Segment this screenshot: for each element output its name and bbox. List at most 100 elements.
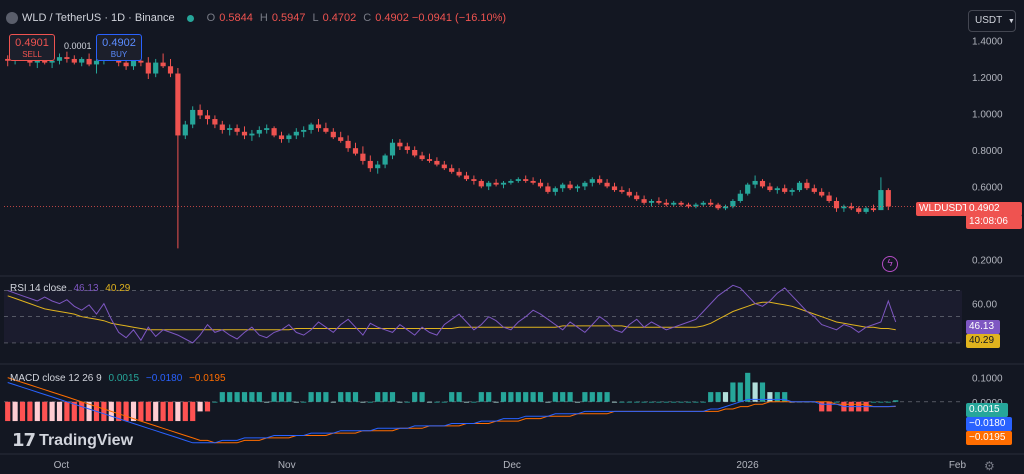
price-tick-label: 0.6000 [972, 182, 1003, 193]
rsi-legend[interactable]: RSI 14 close 46.13 40.29 [10, 283, 130, 294]
symbol-title[interactable]: WLD / TetherUS · 1D · Binance [22, 12, 175, 24]
candle-body [56, 57, 63, 61]
macd-histogram-bar [893, 400, 899, 402]
candle-body [293, 131, 299, 136]
signal-axis-tag: −0.0195 [966, 431, 1012, 445]
candle-body [885, 190, 891, 207]
macd-histogram-bar [685, 401, 692, 403]
buy-price: 0.4902 [102, 37, 136, 49]
candle-body [856, 208, 862, 212]
candle-body [826, 195, 832, 201]
candle-body [86, 58, 92, 65]
price-tick-label: 1.0000 [972, 110, 1003, 121]
macd-hist-legend-value: 0.0015 [108, 373, 140, 384]
macd-histogram-bar [182, 401, 188, 422]
macd-axis-tag: −0.0180 [966, 417, 1012, 431]
macd-histogram-bar [737, 382, 743, 402]
candle-body [789, 190, 795, 192]
candle-body [249, 133, 255, 136]
macd-histogram-bar [626, 401, 632, 403]
candle-body [604, 182, 610, 187]
candle-body [833, 200, 840, 209]
time-tick-label: Feb [949, 460, 967, 471]
candle-body [582, 182, 588, 187]
candle-body [693, 204, 699, 207]
price-tick-label: 0.2000 [972, 255, 1003, 266]
candle-body [508, 180, 514, 183]
candle-body [167, 66, 174, 74]
settings-gear-icon[interactable]: ⚙ [984, 459, 995, 473]
tradingview-logo[interactable]: 𝟭𝟳 TradingView [12, 430, 133, 451]
macd-histogram-bar [375, 392, 381, 402]
candle-body [611, 186, 618, 191]
candle-body [722, 206, 729, 209]
candle-body [64, 57, 70, 59]
alert-bolt-icon[interactable]: ϟ [882, 256, 898, 272]
macd-histogram-bar [271, 392, 277, 402]
candle-body [338, 137, 344, 141]
countdown-tag: 13:08:06 [966, 215, 1022, 229]
candle-body [678, 202, 684, 205]
sell-label: SELL [22, 50, 42, 59]
macd-histogram-bar [264, 401, 270, 403]
macd-histogram-bar [715, 392, 721, 402]
candle-body [308, 124, 314, 130]
macd-histogram-bar [537, 392, 544, 402]
candle-body [204, 115, 211, 120]
candle-body [175, 73, 181, 136]
macd-histogram-bar [434, 401, 440, 403]
candle-body [426, 159, 433, 161]
candle-body [153, 62, 159, 74]
candle-body [138, 60, 144, 63]
macd-histogram-bar [700, 401, 706, 403]
candle-body [804, 182, 810, 189]
candle-body [634, 195, 640, 200]
macd-histogram-bar [722, 392, 729, 402]
candle-body [819, 191, 825, 196]
macd-histogram-bar [382, 392, 388, 402]
time-tick-label: Oct [54, 460, 70, 471]
sell-button[interactable]: 0.4901 SELL [9, 34, 55, 61]
macd-histogram-bar [611, 401, 618, 403]
candle-body [878, 190, 884, 211]
macd-histogram-bar [471, 401, 477, 403]
macd-histogram-bar [508, 392, 514, 402]
macd-histogram-bar [367, 401, 373, 403]
macd-histogram-bar [249, 392, 255, 402]
candle-body [5, 58, 11, 61]
candle-body [478, 180, 484, 187]
low-value: 0.4702 [322, 12, 357, 24]
candle-body [671, 202, 677, 205]
macd-histogram-bar [19, 401, 26, 422]
macd-histogram-bar [530, 392, 536, 402]
macd-histogram-bar [352, 392, 359, 402]
macd-histogram-bar [486, 392, 492, 402]
currency-selector[interactable]: USDT ▼ [968, 10, 1016, 32]
candle-body [870, 208, 877, 211]
candle-body [708, 202, 714, 205]
macd-histogram-bar [190, 401, 196, 422]
rsi-legend-value: 46.13 [73, 283, 99, 294]
macd-histogram-bar [597, 392, 603, 402]
macd-legend[interactable]: MACD close 12 26 9 0.0015 −0.0180 −0.019… [10, 373, 226, 384]
buy-button[interactable]: 0.4902 BUY [96, 34, 142, 61]
macd-tick-label: 0.1000 [972, 374, 1003, 385]
chevron-down-icon: ▼ [1007, 18, 1015, 25]
candle-body [360, 153, 366, 161]
macd-histogram-bar [34, 401, 40, 422]
macd-histogram-bar [175, 401, 181, 422]
macd-histogram-bar [101, 401, 107, 422]
market-status-icon [186, 14, 194, 22]
candle-body [160, 62, 166, 67]
candle-body [345, 140, 351, 149]
macd-histogram-bar [256, 392, 262, 402]
macd-histogram-bar [219, 392, 225, 402]
tradingview-mark-icon: 𝟭𝟳 [12, 430, 36, 450]
macd-histogram-bar [870, 401, 877, 403]
macd-histogram-bar [449, 392, 455, 402]
candle-body [759, 180, 766, 187]
candle-body [219, 124, 225, 130]
open-value: 0.5844 [219, 12, 253, 24]
